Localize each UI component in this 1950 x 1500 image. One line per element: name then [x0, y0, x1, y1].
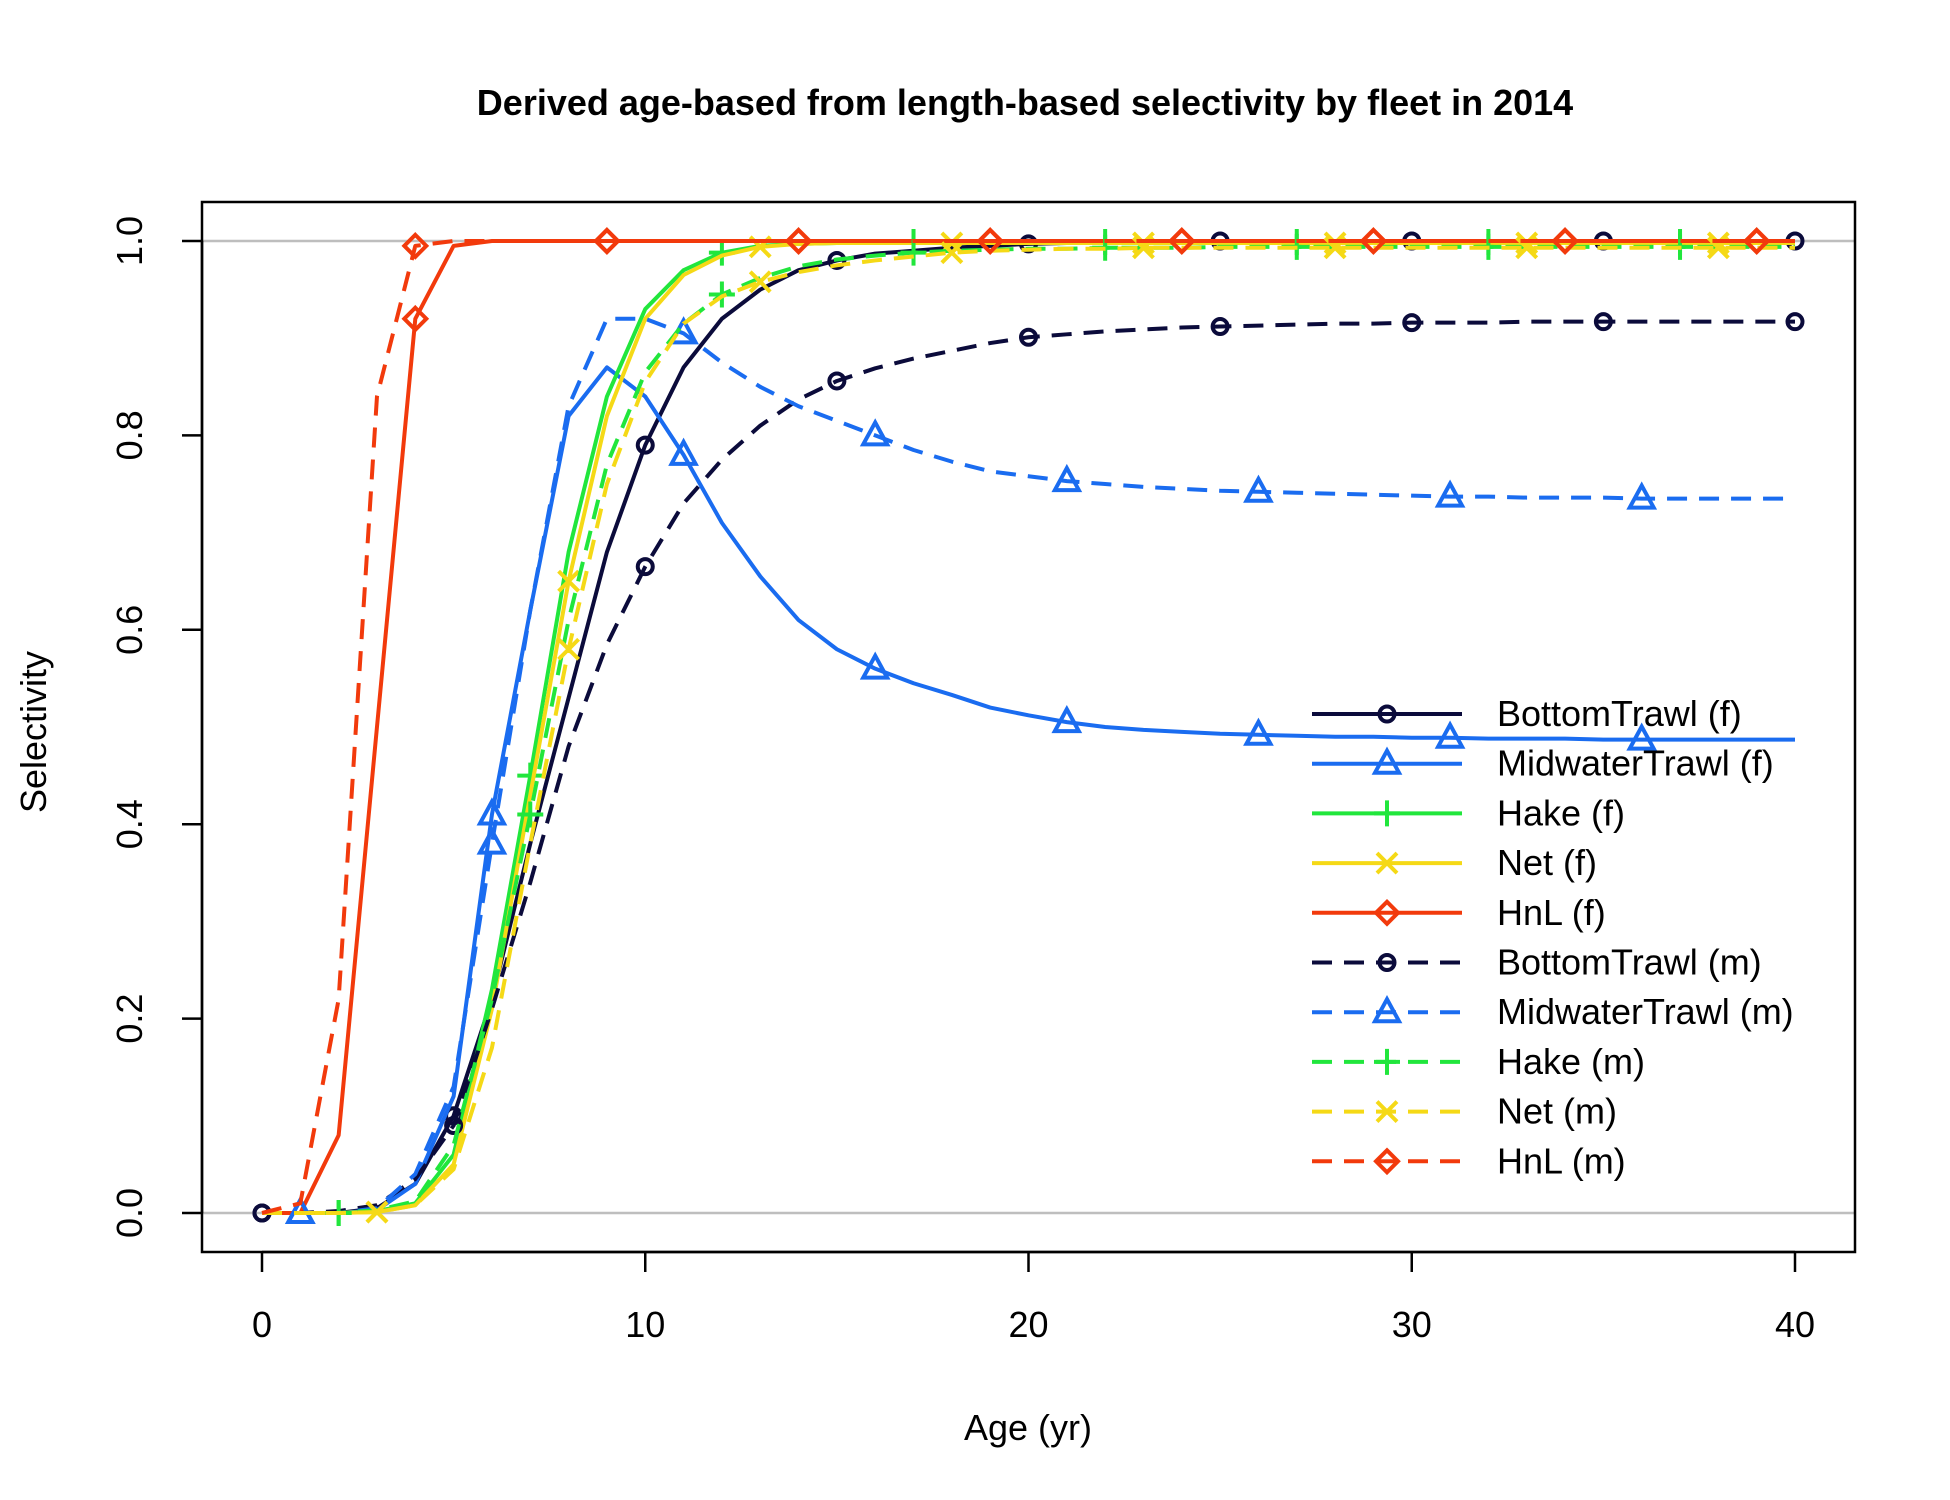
data-point-circle — [1593, 312, 1613, 332]
data-point-x — [748, 270, 772, 294]
data-point-triangle — [1051, 704, 1083, 734]
data-point-circle — [1402, 313, 1422, 333]
series-line — [261, 239, 1795, 1215]
x-tick-label: 10 — [625, 1304, 665, 1345]
y-tick-label: 0.8 — [109, 410, 150, 460]
data-point-plus — [900, 239, 927, 266]
legend-item: MidwaterTrawl (f) — [1312, 743, 1774, 784]
data-point-x — [557, 569, 581, 593]
legend-item: HnL (m) — [1312, 1140, 1626, 1181]
y-tick-label: 0.2 — [109, 994, 150, 1044]
data-point-triangle — [1434, 720, 1466, 749]
legend-label: Net (m) — [1497, 1091, 1617, 1132]
data-point-circle — [635, 435, 655, 455]
data-point-diamond — [1742, 227, 1771, 255]
legend-marker-triangle — [1371, 746, 1403, 775]
series-hnl-m — [261, 227, 1795, 1215]
legend-label: BottomTrawl (f) — [1497, 693, 1742, 734]
x-tick-label: 30 — [1392, 1304, 1432, 1345]
data-point-x — [365, 1200, 389, 1224]
x-axis-label: Age (yr) — [964, 1407, 1092, 1448]
series-line — [262, 316, 1795, 1215]
legend-label: Net (f) — [1497, 842, 1597, 883]
y-tick-label: 0.4 — [109, 799, 150, 849]
y-tick-label: 0.0 — [109, 1188, 150, 1238]
legend-label: HnL (m) — [1497, 1140, 1626, 1181]
legend-label: Hake (m) — [1497, 1041, 1645, 1082]
legend: BottomTrawl (f) MidwaterTrawl (f) Hake (f)… — [1312, 693, 1794, 1181]
data-point-circle — [1785, 312, 1805, 332]
legend-marker-circle — [1377, 953, 1397, 972]
legend-label: BottomTrawl (m) — [1497, 942, 1762, 983]
data-point-diamond — [401, 232, 430, 260]
data-point-circle — [444, 1116, 464, 1136]
legend-item: BottomTrawl (f) — [1312, 693, 1742, 734]
data-point-triangle — [1051, 463, 1083, 493]
y-tick-label: 1.0 — [109, 216, 150, 266]
data-point-diamond — [1167, 227, 1196, 255]
data-point-diamond — [401, 304, 430, 333]
y-tick-label: 0.6 — [109, 605, 150, 655]
data-point-diamond — [1551, 227, 1579, 255]
x-axis: 0 10 20 30 40 — [252, 1250, 1815, 1345]
legend-item: Net (f) — [1312, 842, 1597, 883]
data-point-circle — [1019, 327, 1038, 347]
chart-title: Derived age-based from length-based sele… — [477, 82, 1573, 123]
data-point-diamond — [976, 227, 1005, 255]
series-midwatertrawl-m — [262, 316, 1795, 1224]
legend-item: MidwaterTrawl (m) — [1312, 991, 1794, 1032]
legend-marker-plus — [1374, 1048, 1400, 1075]
data-point-diamond — [593, 227, 621, 255]
legend-item: Net (m) — [1312, 1091, 1617, 1132]
legend-marker-x — [1375, 851, 1399, 875]
series-line — [262, 245, 1795, 1215]
legend-marker-triangle — [1371, 995, 1403, 1024]
x-tick-label: 0 — [252, 1304, 272, 1345]
data-point-triangle — [1243, 474, 1274, 503]
data-point-x — [940, 241, 964, 265]
legend-marker-diamond — [1373, 1147, 1401, 1176]
legend-marker-x — [1375, 1100, 1399, 1124]
legend-label: HnL (f) — [1497, 892, 1606, 933]
data-point-triangle — [859, 418, 891, 447]
y-axis: 0.0 0.2 0.4 0.6 0.8 1.0 — [109, 216, 204, 1238]
legend-label: Hake (f) — [1497, 792, 1625, 833]
data-point-triangle — [668, 437, 699, 466]
series-layer — [252, 227, 1805, 1226]
series-net-m — [262, 236, 1795, 1224]
legend-item: Hake (f) — [1312, 792, 1625, 833]
series-line — [262, 319, 1795, 1215]
legend-label: MidwaterTrawl (m) — [1497, 991, 1794, 1032]
data-point-triangle — [859, 651, 891, 680]
data-point-circle — [827, 371, 847, 391]
data-point-triangle — [1626, 481, 1658, 510]
data-point-triangle — [476, 826, 508, 855]
legend-marker-circle — [1377, 704, 1397, 724]
x-tick-label: 20 — [1008, 1304, 1048, 1345]
legend-item: HnL (f) — [1312, 892, 1606, 933]
y-axis-label: Selectivity — [13, 651, 54, 813]
legend-item: BottomTrawl (m) — [1312, 942, 1762, 983]
data-point-circle — [1210, 317, 1230, 337]
data-point-x — [557, 637, 581, 661]
data-point-triangle — [476, 797, 508, 826]
legend-label: MidwaterTrawl (f) — [1497, 743, 1774, 784]
legend-item: Hake (m) — [1312, 1041, 1645, 1082]
x-tick-label: 40 — [1775, 1304, 1815, 1345]
series-line — [262, 365, 1795, 1215]
data-point-triangle — [1434, 479, 1466, 508]
legend-marker-diamond — [1373, 898, 1401, 927]
data-point-triangle — [1243, 717, 1274, 746]
data-point-diamond — [1359, 227, 1388, 255]
data-point-triangle — [1626, 722, 1658, 751]
data-point-circle — [635, 557, 655, 577]
legend-marker-plus — [1374, 800, 1400, 827]
data-point-diamond — [784, 227, 813, 255]
data-point-plus — [517, 801, 544, 828]
